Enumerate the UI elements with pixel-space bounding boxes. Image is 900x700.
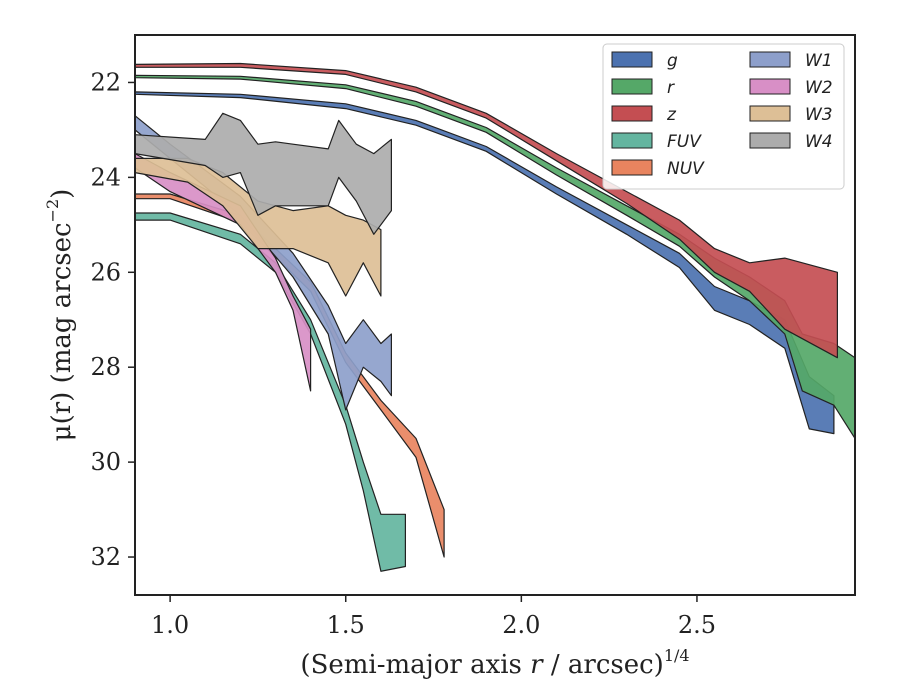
x-axis-label: (Semi-major axis r / arcsec)1/4 bbox=[300, 646, 689, 680]
x-tick-label: 1.5 bbox=[327, 611, 365, 639]
legend-swatch-z bbox=[611, 105, 653, 122]
legend-swatch-fuv bbox=[611, 132, 653, 149]
y-tick-label: 22 bbox=[90, 68, 121, 96]
legend-swatch-nuv bbox=[611, 159, 653, 176]
y-tick-label: 24 bbox=[90, 163, 121, 191]
legend-label-nuv: NUV bbox=[667, 159, 705, 179]
legend-swatch-w3 bbox=[749, 105, 791, 122]
y-axis-ticks: 22 24 26 28 30 32 bbox=[90, 68, 135, 571]
band-w4 bbox=[134, 112, 392, 235]
legend: grz FUV NUV W1 W2 W3 W4 bbox=[602, 43, 845, 190]
legend-swatch-w2 bbox=[749, 78, 791, 95]
x-tick-label: 2.5 bbox=[678, 611, 716, 639]
legend-swatch-w4 bbox=[749, 132, 791, 149]
x-tick-label: 2.0 bbox=[502, 611, 540, 639]
legend-label-r: r bbox=[667, 78, 675, 98]
y-tick-label: 32 bbox=[90, 543, 121, 571]
legend-label-w1: W1 bbox=[805, 51, 833, 71]
legend-swatch-w1 bbox=[749, 51, 791, 68]
series-bands bbox=[134, 62, 856, 572]
band-z bbox=[134, 62, 839, 359]
legend-label-z: z bbox=[666, 105, 677, 125]
legend-swatch-r bbox=[611, 78, 653, 95]
legend-label-w4: W4 bbox=[805, 132, 833, 152]
legend-label-w3: W3 bbox=[805, 105, 833, 125]
x-tick-label: 1.0 bbox=[151, 611, 189, 639]
band-g bbox=[134, 91, 835, 435]
plot-frame bbox=[134, 34, 856, 596]
legend-swatch-g bbox=[611, 51, 653, 68]
legend-label-g: g bbox=[667, 51, 678, 71]
y-tick-label: 26 bbox=[90, 258, 121, 286]
y-axis-label: μ(r) (mag arcsec−2) bbox=[43, 189, 77, 442]
legend-label-w2: W2 bbox=[805, 78, 833, 98]
y-tick-label: 30 bbox=[90, 448, 121, 476]
legend-label-fuv: FUV bbox=[667, 132, 702, 152]
x-axis-ticks: 1.0 1.5 2.0 2.5 bbox=[151, 595, 716, 639]
y-tick-label: 28 bbox=[90, 353, 121, 381]
